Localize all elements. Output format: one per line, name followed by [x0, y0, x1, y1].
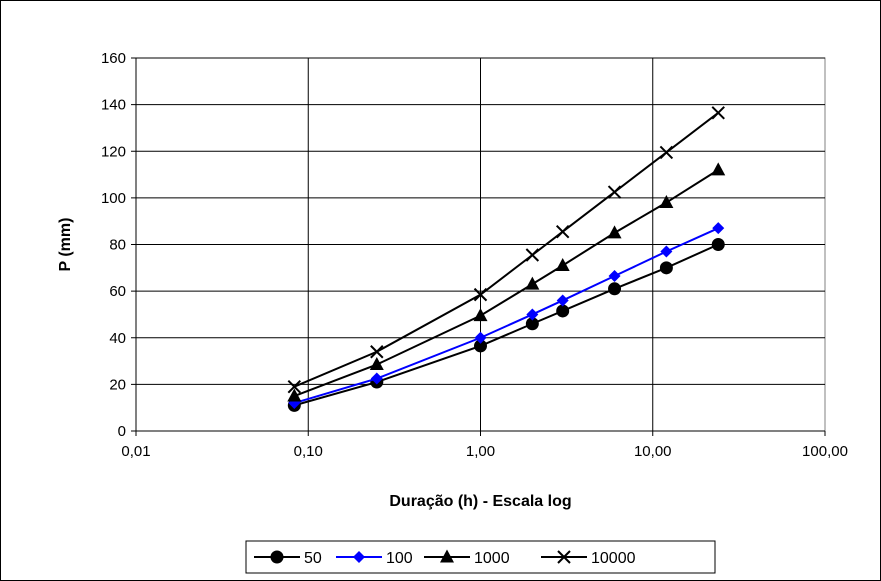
- data-point-1000: [659, 195, 674, 209]
- legend-label: 1000: [474, 550, 510, 567]
- data-point-10000: [287, 379, 302, 394]
- data-point-100: [608, 269, 621, 282]
- legend-label: 50: [304, 550, 322, 567]
- legend-label: 100: [386, 550, 413, 567]
- y-tick-label: 20: [109, 376, 126, 393]
- x-tick-label: 10,00: [634, 443, 672, 460]
- series-1000: [287, 162, 726, 402]
- data-point-10000: [525, 248, 540, 262]
- x-tick-label: 100,00: [802, 443, 848, 460]
- data-point-50: [556, 304, 570, 318]
- legend: 50 100 1000 10000: [254, 549, 636, 567]
- data-point-1000: [555, 257, 570, 271]
- x-tick-label: 0,01: [121, 443, 150, 460]
- data-point-100: [370, 372, 383, 385]
- y-tick-label: 120: [101, 143, 126, 160]
- x-marker-stroke: [557, 550, 571, 564]
- data-point-1000: [369, 357, 384, 371]
- legend-item-50: 50: [254, 550, 322, 567]
- legend-item-100: 100: [336, 550, 413, 567]
- y-axis-title: P (mm): [57, 218, 74, 272]
- x-marker-stroke: [607, 185, 622, 199]
- data-point-50: [659, 261, 673, 275]
- y-tick-label: 40: [109, 330, 126, 347]
- y-tick-label: 0: [118, 423, 126, 440]
- data-point-10000: [473, 287, 488, 302]
- x-marker-stroke: [711, 106, 725, 120]
- legend-swatch-marker: [557, 550, 571, 564]
- x-tick-label: 1,00: [466, 443, 495, 460]
- data-point-100: [660, 245, 673, 258]
- series-100: [288, 222, 725, 410]
- legend-swatch-marker: [270, 550, 284, 564]
- data-point-100: [526, 308, 539, 321]
- series-line-50: [294, 243, 719, 407]
- series-10000: [287, 106, 725, 394]
- data-point-10000: [711, 106, 725, 120]
- x-marker-stroke: [287, 379, 302, 394]
- x-marker-stroke: [473, 287, 488, 302]
- series-line-1000: [293, 169, 719, 397]
- data-point-10000: [370, 345, 384, 359]
- series-line-100: [294, 227, 719, 404]
- data-point-100: [712, 222, 725, 235]
- data-point-1000: [711, 162, 726, 176]
- data-point-10000: [555, 224, 570, 239]
- x-tick-label: 0,10: [294, 443, 323, 460]
- legend-item-1000: 1000: [424, 549, 510, 567]
- legend-label: 10000: [591, 550, 636, 567]
- x-marker-stroke: [370, 345, 384, 359]
- series-layer: [287, 106, 726, 412]
- y-tick-label: 140: [101, 97, 126, 114]
- data-point-50: [711, 238, 725, 251]
- legend-box: [245, 540, 716, 574]
- data-point-50: [474, 339, 487, 353]
- legend-swatch-marker: [353, 551, 365, 563]
- data-point-100: [556, 294, 569, 307]
- y-axis-ticks: 0 20 40 60 80 100 120 140 160: [101, 50, 136, 440]
- x-axis-ticks: 0,01 0,10 1,00 10,00 100,00: [121, 431, 848, 460]
- x-axis-title: Duração (h) - Escala log: [389, 493, 571, 510]
- data-point-1000: [473, 308, 488, 322]
- data-point-100: [474, 331, 487, 344]
- y-tick-label: 80: [109, 237, 126, 254]
- data-point-1000: [287, 388, 302, 402]
- data-point-50: [608, 282, 622, 296]
- data-point-10000: [659, 145, 674, 160]
- legend-swatch-marker: [440, 549, 454, 563]
- data-point-1000: [525, 276, 540, 290]
- y-tick-label: 60: [109, 283, 126, 300]
- x-marker-stroke: [525, 248, 540, 262]
- x-marker-stroke: [659, 145, 674, 160]
- series-line-10000: [293, 111, 719, 388]
- y-tick-label: 160: [101, 50, 126, 67]
- x-marker-stroke: [555, 224, 570, 239]
- y-tick-label: 100: [101, 190, 126, 207]
- data-point-50: [525, 317, 539, 331]
- data-point-10000: [607, 185, 622, 199]
- legend-item-10000: 10000: [541, 550, 636, 567]
- data-point-1000: [607, 225, 622, 239]
